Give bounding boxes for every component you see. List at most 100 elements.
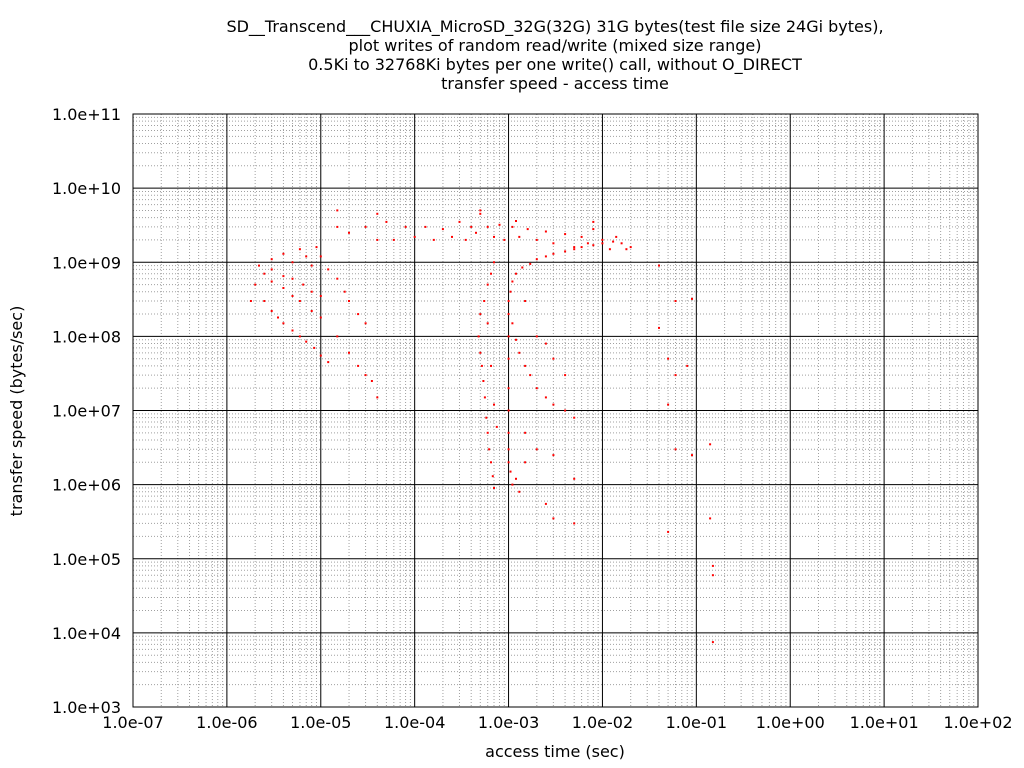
- data-point: [483, 396, 486, 399]
- data-point: [552, 252, 555, 255]
- data-point: [486, 322, 489, 325]
- data-point: [580, 235, 583, 238]
- y-tick-labels: 1.0e+03 1.0e+04 1.0e+05 1.0e+06 1.0e+07 1.0e+…: [52, 105, 121, 717]
- y-axis-label: transfer speed (bytes/sec): [7, 306, 26, 517]
- data-point: [615, 235, 618, 238]
- data-point: [493, 261, 495, 264]
- data-point: [327, 268, 330, 271]
- data-point: [298, 248, 301, 251]
- data-point: [493, 235, 495, 238]
- data-point: [507, 335, 510, 338]
- data-point: [477, 335, 480, 338]
- y-tick-label: 1.0e+11: [52, 105, 121, 124]
- x-axis-label: access time (sec): [485, 742, 625, 761]
- data-point: [486, 431, 489, 434]
- x-tick-label: 1.0e-02: [572, 713, 633, 732]
- title-line-1: SD__Transcend___CHUXIA_MicroSD_32G(32G) …: [226, 17, 883, 37]
- x-tick-label: 1.0e-04: [384, 713, 445, 732]
- data-point: [336, 335, 339, 338]
- data-point: [364, 374, 367, 377]
- data-point: [625, 248, 628, 251]
- data-point: [451, 235, 453, 238]
- data-point: [592, 228, 595, 231]
- data-point: [404, 225, 407, 228]
- data-point: [370, 380, 373, 382]
- data-point: [376, 396, 379, 399]
- x-tick-labels: 1.0e-07 1.0e-06 1.0e-05 1.0e-04 1.0e-03 1.0e-…: [102, 713, 1012, 732]
- data-point: [493, 403, 495, 406]
- data-point: [302, 283, 305, 286]
- data-point: [291, 277, 294, 280]
- title-line-2: plot writes of random read/write (mixed …: [349, 36, 762, 55]
- data-point: [319, 316, 322, 319]
- data-point: [432, 238, 435, 241]
- grid: [132, 113, 979, 708]
- y-tick-label: 1.0e+08: [52, 327, 121, 346]
- data-point: [529, 262, 532, 265]
- data-point: [573, 248, 576, 251]
- data-point: [258, 264, 260, 267]
- data-point: [319, 295, 322, 297]
- data-point: [315, 246, 318, 249]
- data-point: [392, 238, 395, 241]
- data-point: [507, 357, 510, 360]
- data-point: [441, 228, 444, 231]
- data-point: [270, 268, 273, 271]
- data-point: [580, 246, 583, 249]
- y-tick-label: 1.0e+06: [52, 476, 121, 495]
- data-point: [486, 283, 489, 286]
- data-point: [507, 313, 510, 316]
- data-point: [507, 300, 510, 302]
- data-point: [709, 443, 712, 446]
- data-point: [709, 517, 712, 520]
- data-point: [515, 220, 517, 222]
- x-tick-label: 1.0e+01: [850, 713, 919, 732]
- data-point: [470, 225, 473, 228]
- data-point: [458, 220, 461, 223]
- data-point: [511, 322, 514, 325]
- data-point: [298, 300, 301, 302]
- data-point: [479, 351, 482, 354]
- data-point: [524, 364, 527, 367]
- data-point: [413, 235, 416, 238]
- data-point: [658, 326, 660, 329]
- data-point: [291, 329, 294, 332]
- data-point: [291, 261, 294, 264]
- data-point: [298, 335, 301, 338]
- data-point: [564, 409, 567, 412]
- data-point: [490, 272, 492, 275]
- x-tick-label: 1.0e-05: [290, 713, 351, 732]
- data-point: [464, 238, 467, 241]
- data-point: [254, 283, 257, 286]
- data-point: [564, 233, 567, 236]
- data-point: [535, 335, 538, 338]
- data-point: [313, 346, 316, 349]
- data-point: [521, 266, 524, 269]
- data-point: [319, 354, 322, 357]
- data-point: [544, 342, 547, 345]
- data-point: [348, 231, 350, 234]
- data-point: [479, 209, 482, 212]
- data-point: [573, 477, 576, 480]
- data-point: [573, 522, 576, 525]
- data-point: [552, 454, 555, 457]
- data-point: [424, 225, 427, 228]
- data-point: [711, 574, 714, 577]
- data-point: [629, 246, 632, 249]
- data-point: [503, 238, 506, 241]
- title-line-4: transfer speed - access time: [441, 74, 669, 93]
- data-point: [270, 310, 273, 312]
- data-point: [620, 242, 623, 245]
- data-point: [291, 295, 294, 297]
- data-point: [592, 220, 595, 223]
- data-point: [364, 322, 367, 325]
- data-point: [490, 461, 492, 464]
- data-point: [667, 530, 670, 533]
- data-point: [475, 231, 477, 234]
- data-point: [515, 477, 517, 480]
- data-point: [376, 212, 379, 215]
- data-point: [552, 403, 555, 406]
- y-tick-label: 1.0e+05: [52, 550, 121, 569]
- data-point: [348, 300, 350, 302]
- data-point: [667, 403, 670, 406]
